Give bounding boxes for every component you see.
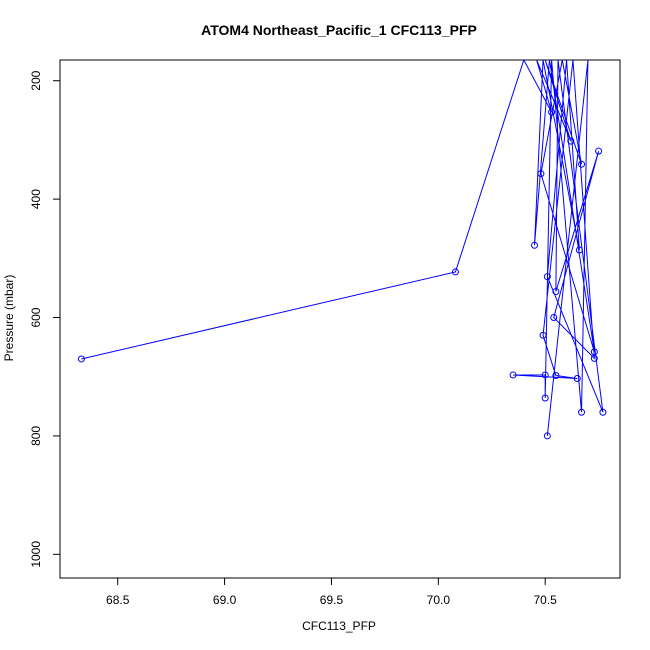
data-point (575, 246, 583, 254)
data-point (552, 287, 560, 295)
data-point (537, 170, 545, 178)
x-tick-label: 70.5 (534, 593, 558, 607)
data-point (541, 394, 549, 402)
data-point (595, 147, 603, 155)
x-tick-label: 69.0 (213, 593, 237, 607)
y-tick-label: 400 (29, 189, 43, 209)
data-point (578, 408, 586, 416)
y-axis: 200 400 600 800 1000 (29, 70, 60, 568)
data-point (590, 354, 598, 362)
data-point (77, 355, 85, 363)
data-point (599, 408, 607, 416)
x-tick-label: 69.5 (320, 593, 344, 607)
data-point (539, 331, 547, 339)
data-point (550, 314, 558, 322)
data-point (509, 371, 517, 379)
data-point (451, 268, 459, 276)
data-point (531, 241, 539, 249)
plot-frame (59, 59, 621, 579)
y-tick-label: 200 (29, 70, 43, 90)
data-point (573, 374, 581, 382)
y-tick-label: 600 (29, 307, 43, 327)
y-tick-label: 1000 (29, 541, 43, 568)
x-axis-label: CFC113_PFP (302, 619, 376, 633)
x-tick-label: 70.0 (427, 593, 451, 607)
data-point (541, 371, 549, 379)
data-point (590, 348, 598, 356)
data-point (543, 432, 551, 440)
y-tick-label: 800 (29, 426, 43, 446)
data-point (578, 160, 586, 168)
series-line (81, 60, 604, 436)
data-point (567, 137, 575, 145)
chart-title: ATOM4 Northeast_Pacific_1 CFC113_PFP (201, 22, 477, 38)
data-point (543, 273, 551, 281)
series-layer (77, 60, 607, 440)
x-axis: 68.5 69.0 69.5 70.0 70.5 (106, 578, 557, 607)
x-tick-label: 68.5 (106, 593, 130, 607)
data-point (548, 108, 556, 116)
y-axis-label: Pressure (mbar) (2, 275, 16, 362)
data-point (552, 372, 560, 380)
